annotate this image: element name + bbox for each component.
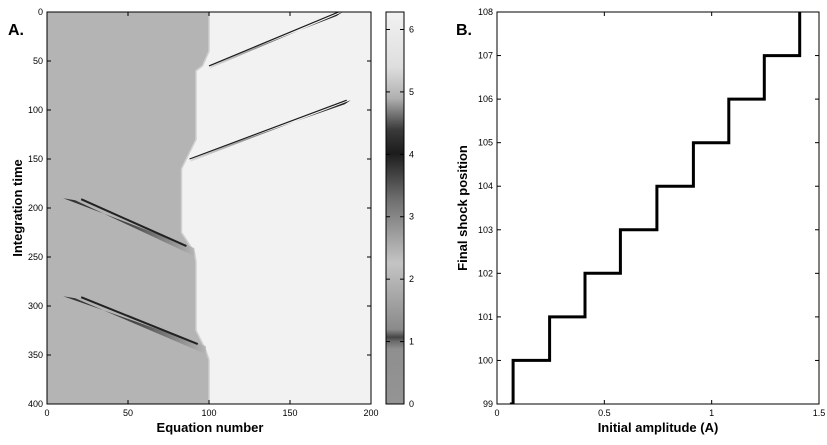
colorbar-tick-label-1: 1	[409, 337, 414, 347]
panel-b-y-tick-label-9: 108	[478, 7, 493, 17]
panel-b-x-axis-label: Initial amplitude (A)	[598, 420, 719, 435]
panel-a-y-tick-label-7: 350	[28, 350, 43, 360]
panel-a: 0 50 100 150 200 0 50 100 150 200 250 300 350 400	[28, 7, 379, 418]
panel-a-y-tick-label-3: 150	[28, 154, 43, 164]
colorbar-tick-label-0: 0	[409, 399, 414, 409]
panel-b-y-tick-label-0: 99	[483, 399, 493, 409]
panel-a-x-tick-label-2: 100	[201, 408, 216, 418]
panel-b-plot-area	[509, 12, 802, 404]
streak-right-2	[189, 100, 351, 162]
panel-a-y-axis-label: Integration time	[10, 159, 25, 257]
streak-right-core-2	[189, 99, 347, 160]
colorbar-tick-label-2: 2	[409, 274, 414, 284]
panel-b-y-tick-label-7: 106	[478, 94, 493, 104]
streak-left-core-1	[80, 198, 187, 248]
panel-b-x-tick-label-2: 1	[709, 408, 714, 418]
panel-a-y-tick-label-2: 100	[28, 105, 43, 115]
panel-a-x-tick-label-0: 0	[44, 408, 49, 418]
panel-a-x-axis-label: Equation number	[157, 420, 264, 435]
panel-a-y-tick-label-0: 0	[38, 7, 43, 17]
streak-right-core-1	[208, 12, 339, 67]
panel-a-y-tick-label-5: 250	[28, 252, 43, 262]
panel-b: 0 0.5 1 1.5 99 100 101 102 103 104 105 106 107 108	[478, 7, 825, 418]
panel-b-y-tick-label-8: 107	[478, 51, 493, 61]
heatmap-image	[47, 12, 371, 404]
panel-a-y-tick-label-8: 400	[28, 399, 43, 409]
panel-a-y-tick-label-6: 300	[28, 301, 43, 311]
panel-a-x-tick-label-1: 50	[123, 408, 133, 418]
heatmap-left-region	[47, 12, 209, 404]
colorbar-tick-label-4: 4	[409, 149, 414, 159]
series-line-0	[509, 12, 802, 404]
panel-a-x-tick-label-4: 200	[363, 408, 378, 418]
panel-b-y-tick-label-1: 100	[478, 355, 493, 365]
colorbar-tick-label-3: 3	[409, 212, 414, 222]
panel-b-label: B.	[456, 22, 472, 39]
panel-b-y-tick-label-4: 103	[478, 225, 493, 235]
panel-b-x-tick-label-0: 0	[494, 408, 499, 418]
panel-b-x-tick-label-1: 0.5	[598, 408, 611, 418]
panel-a-label: A.	[8, 22, 24, 39]
streak-right-1	[209, 12, 343, 69]
panel-b-y-tick-label-2: 101	[478, 312, 493, 322]
colorbar-frame	[385, 11, 405, 405]
panel-b-y-tick-label-6: 105	[478, 138, 493, 148]
panel-b-y-tick-label-3: 102	[478, 268, 493, 278]
panel-a-y-tick-label-1: 50	[33, 56, 43, 66]
panel-a-y-tick-label-4: 200	[28, 203, 43, 213]
panel-b-y-axis-label: Final shock position	[455, 145, 470, 271]
panel-b-x-tick-label-3: 1.5	[813, 408, 826, 418]
panel-b-y-tick-label-5: 104	[478, 181, 493, 191]
colorbar-tick-label-6: 6	[409, 24, 414, 34]
colorbar-fill	[386, 12, 404, 404]
colorbar-tick-label-5: 5	[409, 87, 414, 97]
streak-left-core-2	[80, 296, 199, 346]
panel-a-x-tick-label-3: 150	[282, 408, 297, 418]
panel-b-frame	[496, 11, 820, 405]
colorbar: 0 1 2 3 4 5 6	[385, 11, 414, 409]
